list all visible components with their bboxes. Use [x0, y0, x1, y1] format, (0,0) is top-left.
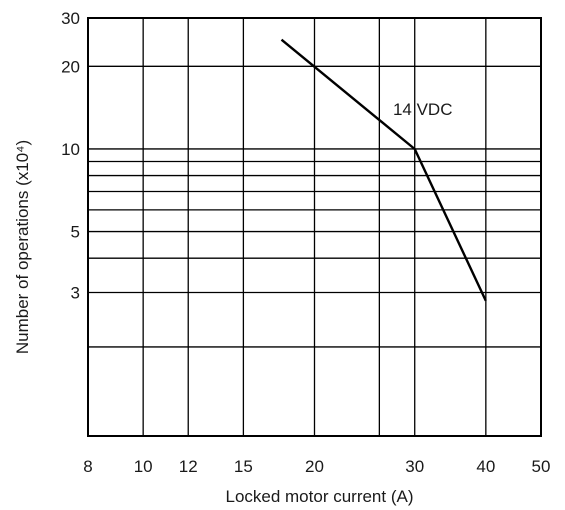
x-tick-label: 12	[179, 457, 198, 476]
x-tick-label: 50	[532, 457, 551, 476]
series-group	[280, 38, 487, 302]
x-axis-label: Locked motor current (A)	[225, 487, 413, 506]
annotations: 14 VDC	[393, 100, 453, 119]
plot-frame	[87, 17, 542, 437]
y-tick-label: 5	[71, 223, 80, 242]
x-tick-label: 20	[305, 457, 324, 476]
x-tick-label: 10	[134, 457, 153, 476]
grid	[88, 18, 541, 436]
y-axis-label: Number of operations (x10⁴)	[13, 140, 32, 354]
series-line	[280, 38, 487, 302]
y-tick-label: 3	[71, 283, 80, 302]
y-tick-labels: 3 5 10 20 30	[61, 9, 80, 302]
y-tick-label: 20	[61, 57, 80, 76]
x-tick-label: 15	[234, 457, 253, 476]
x-tick-labels: 8 10 12 15 20 30 40 50	[83, 457, 550, 476]
x-tick-label: 40	[476, 457, 495, 476]
x-tick-label: 30	[405, 457, 424, 476]
x-tick-label: 8	[83, 457, 92, 476]
y-tick-label: 30	[61, 9, 80, 28]
y-tick-label: 10	[61, 140, 80, 159]
series-annotation: 14 VDC	[393, 100, 453, 119]
